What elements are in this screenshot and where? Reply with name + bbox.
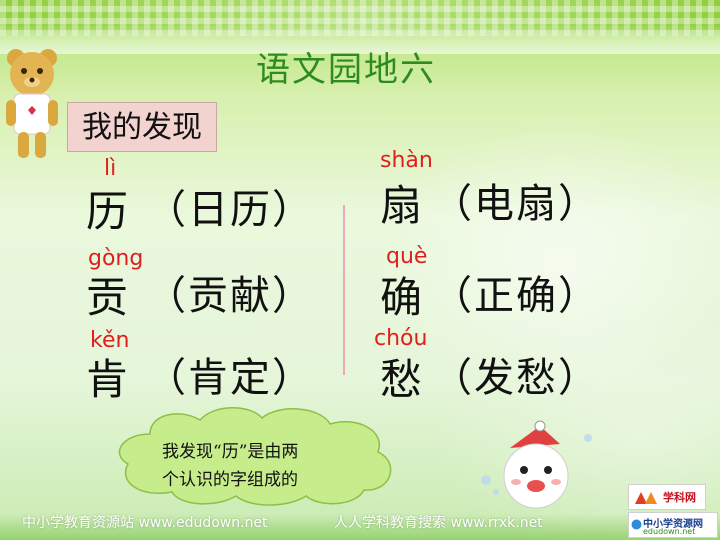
slide-title: 语文园地六 — [256, 50, 436, 90]
pinyin-gong: gòng — [88, 246, 144, 271]
pinyin-chou: chóu — [374, 326, 428, 351]
pinyin-que: què — [386, 244, 428, 269]
pinyin-li: lì — [104, 156, 117, 181]
speech-cloud — [118, 407, 392, 506]
discovery-label: 我的发现 — [67, 102, 217, 152]
pinyin-shan: shàn — [380, 148, 433, 173]
bear-mascot-icon — [6, 49, 58, 158]
word-gongxian: （贡献） — [146, 273, 314, 319]
word-rili: （日历） — [146, 187, 314, 233]
people-logo-icon — [635, 492, 657, 504]
logo2-sublabel: edudown.net — [643, 527, 696, 536]
char-shan: 扇 — [380, 181, 423, 230]
column-divider — [343, 205, 345, 375]
bubble-line-2: 个认识的字组成的 — [162, 470, 298, 490]
logo1-label: 学科网 — [663, 491, 696, 504]
char-gong: 贡 — [86, 273, 129, 322]
top-strip-fade — [0, 24, 720, 54]
char-ken: 肯 — [86, 355, 129, 404]
footer-bar — [0, 514, 720, 540]
char-que: 确 — [380, 273, 423, 322]
bubble-line-1: 我发现“历”是由两 — [162, 442, 299, 462]
edudown-logo: 中小学资源网 edudown.net — [628, 512, 718, 538]
word-zhengque: （正确） — [432, 273, 600, 319]
bubble-text: 我发现“历”是由两 个认识的字组成的 — [162, 438, 372, 494]
xuekewang-logo: 学科网 — [628, 484, 706, 510]
word-fachou: （发愁） — [432, 355, 600, 401]
pinyin-ken: kěn — [90, 328, 130, 353]
word-dianshan: （电扇） — [432, 181, 600, 227]
logo2-label: 中小学资源网 — [643, 519, 703, 530]
footer-left-text: 中小学教育资源站 www.edudown.net — [22, 515, 268, 531]
cartoon-child-icon — [481, 420, 592, 509]
globe-icon — [631, 519, 642, 530]
word-kending: （肯定） — [146, 355, 314, 401]
footer-right-text: 人人学科教育搜索 www.rrxk.net — [334, 515, 543, 531]
char-chou: 愁 — [380, 355, 423, 404]
char-li: 历 — [86, 187, 129, 236]
